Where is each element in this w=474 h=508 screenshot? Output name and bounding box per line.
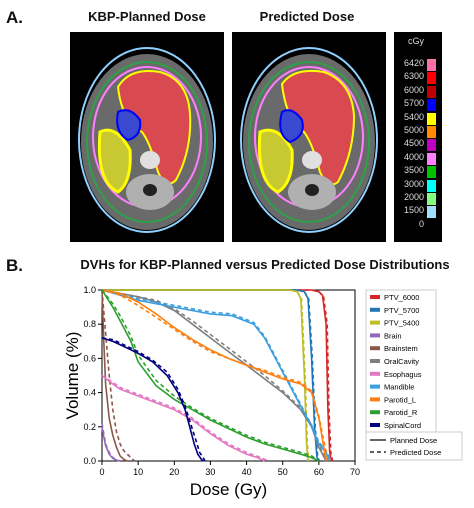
y-tick-label: 1.0 [83,285,96,295]
x-tick-label: 60 [314,467,324,477]
legend-label-Brainstem: Brainstem [384,344,418,353]
y-tick-label: 0.6 [83,353,96,363]
style-legend-box [365,431,463,461]
line-PTV_5700-predicted [102,289,321,462]
panel-b-letter: B. [6,256,23,275]
line-SpinalCord-predicted [101,337,206,462]
line-Mandible-planned [101,289,331,462]
line-Esophagus-planned [101,374,265,462]
x-tick-label: 50 [278,467,288,477]
legend-label-Mandible: Mandible [384,383,414,392]
legend-swatch-SpinalCord [370,423,380,427]
scale-label-5400: 5400 [403,111,424,122]
scale-swatch-5400 [427,112,436,125]
dose-color-scale: cGy 6420 6300 6000 5700 5400 5000 4500 4000 3500… [394,32,442,242]
x-tick-label: 40 [242,467,252,477]
x-axis-label: Dose (Gy) [190,480,267,499]
legend-swatch-Esophagus [370,371,380,376]
line-Parotid_R-planned [101,289,320,462]
scale-swatch-6300 [427,72,436,85]
legend-swatch-Parotid_L [370,397,380,402]
scale-swatch-3000 [427,179,436,192]
line-Brainstem-predicted [101,289,136,462]
legend-label-Esophagus: Esophagus [384,370,422,379]
x-tick-label: 0 [99,467,104,477]
legend-label-PTV_5400: PTV_5400 [384,319,419,328]
line-PTV_6000-predicted [102,289,334,462]
line-Brainstem-planned [101,289,128,462]
scale-swatch-2000 [427,193,436,205]
scale-label-1500: 1500 [403,205,424,216]
line-OralCavity-predicted [101,289,329,462]
dvh-chart: 0 10 20 30 40 50 60 70 0.0 0.2 0.4 0.6 0.8 1.0 Dose (G… [63,285,463,499]
legend-swatch-Brainstem [370,346,380,351]
legend-swatch-Brain [370,333,380,338]
x-tick-label: 10 [133,467,143,477]
scale-swatch-5000 [427,126,436,138]
scale-swatch-5700 [427,99,436,112]
predicted-dose-title: Predicted Dose [259,9,355,24]
legend-swatch-OralCavity [370,359,380,363]
line-Brain-planned [101,426,121,462]
legend-swatch-Parotid_R [370,410,380,415]
legend-label-OralCavity: OralCavity [384,357,419,366]
legend-swatch-Mandible [370,384,380,389]
line-Parotid_R-predicted [101,289,320,462]
legend-label-Parotid_L: Parotid_L [384,395,416,404]
line-Mandible-predicted [101,289,333,462]
scale-label-4000: 4000 [403,151,424,162]
y-tick-label: 0.4 [83,388,96,398]
y-axis-label: Volume (%) [63,332,82,420]
scale-label-6420: 6420 [403,58,424,68]
legend-swatch-PTV_5700 [370,307,380,312]
y-tick-label: 0.2 [83,422,96,432]
predicted-dose-ct-svg [240,47,378,233]
style-legend-label-solid: Planned Dose [390,436,437,445]
x-tick-label: 20 [169,467,179,477]
legend-swatch-PTV_6000 [370,295,380,299]
legend-label-PTV_6000: PTV_6000 [384,293,419,302]
y-tick-label: 0.8 [83,319,96,329]
scale-swatch-4000 [427,152,436,165]
style-legend-label-dashed: Predicted Dose [390,448,441,457]
scale-swatch-1500 [427,206,436,219]
scale-label-5000: 5000 [403,125,424,135]
dvh-title: DVHs for KBP-Planned versus Predicted Do… [80,257,450,272]
panel-a-letter: A. [6,8,23,27]
scale-label-3000: 3000 [403,178,424,189]
x-tick-label: 70 [350,467,360,477]
legend-label-Brain: Brain [384,331,402,340]
line-Brain-predicted [101,423,121,462]
legend-swatch-PTV_5400 [370,320,380,325]
predicted-dose-ct-image [232,32,386,242]
planned-dose-ct-image [70,32,224,242]
scale-label-6300: 6300 [403,71,424,82]
scale-unit: cGy [408,36,425,46]
scale-swatch-3500 [427,166,436,179]
scale-label-0: 0 [418,218,424,229]
y-tick-label: 0.0 [83,456,96,466]
planned-dose-ct-svg [78,47,216,233]
scale-label-3500: 3500 [403,165,424,176]
x-tick-label: 30 [205,467,215,477]
line-SpinalCord-planned [101,337,204,462]
scale-swatch-4500 [427,139,436,152]
legend-label-Parotid_R: Parotid_R [384,408,418,417]
scale-label-5700: 5700 [403,98,424,109]
line-PTV_5400-predicted [102,289,310,462]
planned-dose-title: KBP-Planned Dose [88,9,206,24]
legend-label-PTV_5700: PTV_5700 [384,306,419,315]
scale-label-6000: 6000 [403,84,424,95]
legend-label-SpinalCord: SpinalCord [384,421,421,430]
line-Parotid_L-planned [101,289,327,462]
scale-swatch-6420 [427,59,436,71]
scale-label-4500: 4500 [403,138,424,149]
scale-swatch-6000 [427,85,436,98]
scale-label-2000: 2000 [403,192,424,202]
